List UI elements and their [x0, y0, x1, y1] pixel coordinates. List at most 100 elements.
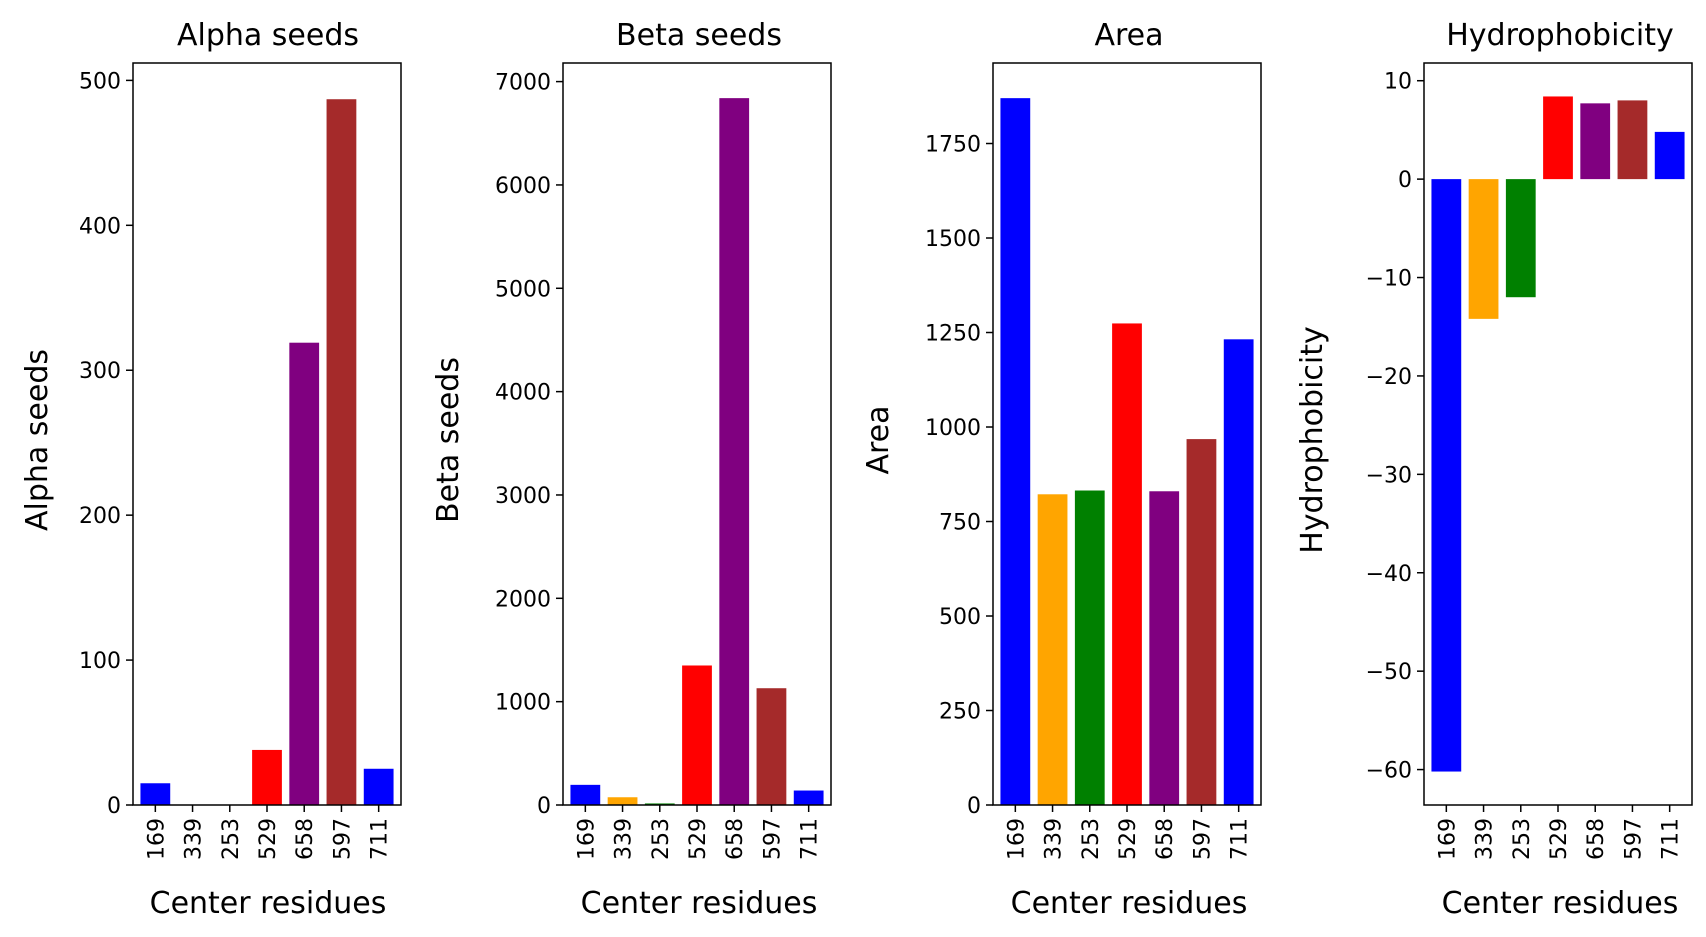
y-tick-label: 1250: [925, 322, 981, 347]
x-tick-label: 529: [256, 818, 281, 860]
y-tick-label: 1750: [925, 133, 981, 158]
x-tick-label: 658: [293, 818, 318, 860]
y-tick-label: 500: [79, 69, 121, 94]
y-tick-label: −40: [1366, 562, 1412, 587]
x-tick-label: 597: [1621, 818, 1646, 860]
bar-169: [1000, 98, 1031, 806]
y-tick-label: 1500: [925, 227, 981, 252]
y-axis-label: Alpha seeds: [20, 349, 55, 531]
panel-hydrophobicity: Hydrophobicity Center residues Hydrophob…: [1295, 18, 1693, 921]
panel-area: Area Center residues Area 0 250 500 750 1000…: [861, 18, 1262, 921]
x-axis-label: Center residues: [150, 886, 387, 921]
x-tick-label: 339: [182, 818, 207, 860]
bar-529: [682, 665, 712, 805]
y-axis-label: Area: [861, 405, 896, 474]
bar-711: [1223, 339, 1254, 805]
x-tick-label: 711: [1228, 818, 1253, 860]
x-tick-label: 529: [686, 818, 711, 860]
y-tick-label: 3000: [495, 484, 551, 509]
x-tick-label: 253: [1079, 818, 1104, 860]
x-tick-label: 711: [798, 818, 823, 860]
chart-title: Hydrophobicity: [1446, 18, 1674, 53]
y-tick-label: −60: [1366, 759, 1412, 784]
x-tick-label: 529: [1116, 818, 1141, 860]
bar-597: [756, 688, 787, 805]
chart-title: Beta seeds: [616, 18, 782, 53]
y-tick-label: 0: [967, 794, 981, 819]
x-axis-label: Center residues: [1011, 886, 1248, 921]
y-tick-label: 2000: [495, 587, 551, 612]
x-tick-label: 169: [1004, 818, 1029, 860]
bar-529: [1543, 96, 1573, 180]
y-tick-label: 0: [1398, 168, 1412, 193]
bar-658: [1149, 491, 1180, 805]
bar-711: [1654, 131, 1685, 180]
bar-711: [793, 790, 824, 805]
x-axis-label: Center residues: [1442, 886, 1679, 921]
x-tick-label: 597: [330, 818, 355, 860]
bar-253: [644, 803, 675, 805]
y-tick-label: 100: [79, 649, 121, 674]
y-tick-label: −50: [1366, 660, 1412, 685]
y-tick-label: 1000: [495, 691, 551, 716]
bar-169: [570, 784, 601, 805]
y-tick-label: 200: [79, 504, 121, 529]
bar-597: [326, 99, 357, 805]
x-tick-label: 658: [1153, 818, 1178, 860]
y-tick-label: 1000: [925, 416, 981, 441]
x-tick-label: 597: [1190, 818, 1215, 860]
x-tick-label: 529: [1547, 818, 1572, 860]
y-axis-label: Hydrophobicity: [1295, 326, 1330, 554]
bar-529: [1112, 323, 1142, 805]
y-tick-label: 5000: [495, 277, 551, 302]
x-tick-label: 658: [723, 818, 748, 860]
x-tick-label: 658: [1584, 818, 1609, 860]
x-tick-label: 597: [760, 818, 785, 860]
x-tick-label: 169: [1435, 818, 1460, 860]
x-tick-label: 169: [574, 818, 599, 860]
y-tick-label: −30: [1366, 463, 1412, 488]
bar-529: [252, 749, 282, 805]
x-axis-label: Center residues: [581, 886, 818, 921]
x-tick-label: 253: [1510, 818, 1535, 860]
y-tick-label: 750: [939, 511, 981, 536]
bar-253: [1505, 179, 1536, 298]
y-tick-label: 7000: [495, 71, 551, 96]
x-tick-label: 253: [219, 818, 244, 860]
y-axis-label: Beta seeds: [431, 357, 466, 523]
chart-title: Alpha seeds: [177, 18, 359, 53]
panel-beta-seeds: Beta seeds Center residues Beta seeds 01…: [431, 18, 832, 921]
bar-339: [607, 797, 638, 805]
y-tick-label: −10: [1366, 267, 1412, 292]
bar-658: [289, 342, 320, 805]
bar-339: [1468, 179, 1499, 319]
panel-alpha-seeds: Alpha seeds Center residues Alpha seeds …: [20, 18, 402, 921]
bar-253: [1074, 490, 1105, 805]
y-tick-label: 400: [79, 214, 121, 239]
plot-frame: [132, 62, 402, 806]
x-tick-label: 169: [144, 818, 169, 860]
x-tick-label: 711: [1659, 818, 1684, 860]
bar-658: [719, 98, 750, 806]
bar-169: [140, 783, 171, 805]
bar-169: [1431, 179, 1462, 772]
bar-597: [1617, 100, 1648, 180]
chart-title: Area: [1094, 18, 1163, 53]
y-tick-label: 10: [1384, 70, 1412, 95]
bar-711: [363, 768, 394, 805]
bar-339: [1037, 494, 1068, 805]
bar-597: [1186, 439, 1217, 805]
y-tick-label: 4000: [495, 381, 551, 406]
y-tick-label: 0: [537, 794, 551, 819]
x-tick-label: 339: [1473, 818, 1498, 860]
bar-658: [1580, 103, 1611, 180]
y-tick-label: 0: [107, 794, 121, 819]
y-tick-label: 500: [939, 605, 981, 630]
y-tick-label: −20: [1366, 365, 1412, 390]
x-tick-label: 711: [368, 818, 393, 860]
y-tick-label: 250: [939, 700, 981, 725]
x-tick-label: 253: [649, 818, 674, 860]
y-tick-label: 300: [79, 359, 121, 384]
x-tick-label: 339: [612, 818, 637, 860]
